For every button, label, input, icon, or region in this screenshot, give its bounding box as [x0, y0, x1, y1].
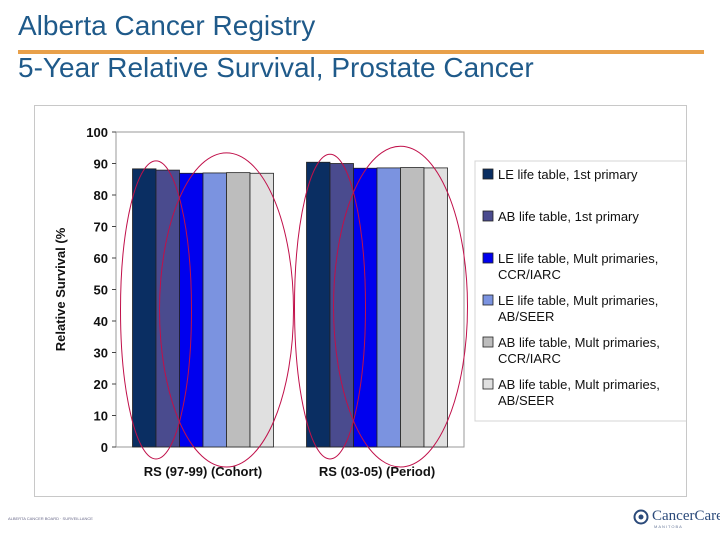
- legend-swatch: [482, 378, 494, 390]
- footer-org-text: ALBERTA CANCER BOARD · SURVEILLANCE: [8, 516, 93, 521]
- annotation-ellipse: [294, 153, 366, 460]
- legend-label: LE life table, 1st primary: [498, 167, 638, 182]
- legend-label: CCR/IARC: [498, 267, 561, 282]
- bar: [226, 172, 251, 448]
- legend-label: AB/SEER: [498, 309, 554, 324]
- bar: [132, 168, 157, 448]
- y-tick-label: 10: [94, 409, 108, 424]
- annotation-ellipse: [333, 145, 468, 468]
- y-tick-label: 90: [94, 157, 108, 172]
- bar: [376, 167, 401, 448]
- legend-swatch: [482, 252, 494, 264]
- cancercare-logo: CancerCare MANITOBA: [632, 508, 720, 529]
- annotation-ellipse: [159, 152, 294, 468]
- bar: [306, 161, 331, 448]
- title-divider: [18, 50, 704, 54]
- bar: [400, 167, 425, 448]
- cancercare-logo-icon: [633, 509, 649, 524]
- y-tick-label: 70: [94, 220, 108, 235]
- slide-title-line1: Alberta Cancer Registry: [18, 10, 316, 41]
- annotation-ellipse: [120, 160, 192, 460]
- survival-bar-chart: 0 10 20 30 40 50 60 70 80 90 100 Relative Survival …: [53, 125, 686, 479]
- y-tick-label: 50: [94, 283, 108, 298]
- legend-swatch: [482, 210, 494, 222]
- y-tick-label: 30: [94, 346, 108, 361]
- logo-subtext: MANITOBA: [654, 524, 683, 529]
- legend-box: [474, 160, 686, 422]
- legend-swatch: [482, 168, 494, 180]
- legend-label: AB life table, 1st primary: [498, 209, 639, 224]
- legend-label: LE life table, Mult primaries,: [498, 293, 658, 308]
- x-category-label: RS (97-99) (Cohort): [144, 464, 262, 479]
- legend-label: CCR/IARC: [498, 351, 561, 366]
- bar: [423, 167, 448, 448]
- x-category-label: RS (03-05) (Period): [319, 464, 435, 479]
- chart-frame: 0 10 20 30 40 50 60 70 80 90 100 Relative Survival …: [34, 105, 687, 497]
- legend-label: AB life table, Mult primaries,: [498, 377, 660, 392]
- y-tick-label: 100: [86, 125, 108, 140]
- y-tick-label: 0: [101, 440, 108, 455]
- y-tick-label: 20: [94, 377, 108, 392]
- y-tick-label: 80: [94, 188, 108, 203]
- y-tick-label: 60: [94, 251, 108, 266]
- bar: [249, 172, 274, 448]
- legend-label: AB life table, Mult primaries,: [498, 335, 660, 350]
- legend-swatch: [482, 294, 494, 306]
- legend-label: AB/SEER: [498, 393, 554, 408]
- y-axis-label: Relative Survival (%: [53, 227, 68, 351]
- logo-text: CancerCare: [652, 508, 720, 524]
- slide-title-line2: 5-Year Relative Survival, Prostate Cance…: [18, 52, 534, 83]
- bar: [202, 172, 227, 448]
- legend-label: LE life table, Mult primaries,: [498, 251, 658, 266]
- y-tick-label: 40: [94, 314, 108, 329]
- legend-swatch: [482, 336, 494, 348]
